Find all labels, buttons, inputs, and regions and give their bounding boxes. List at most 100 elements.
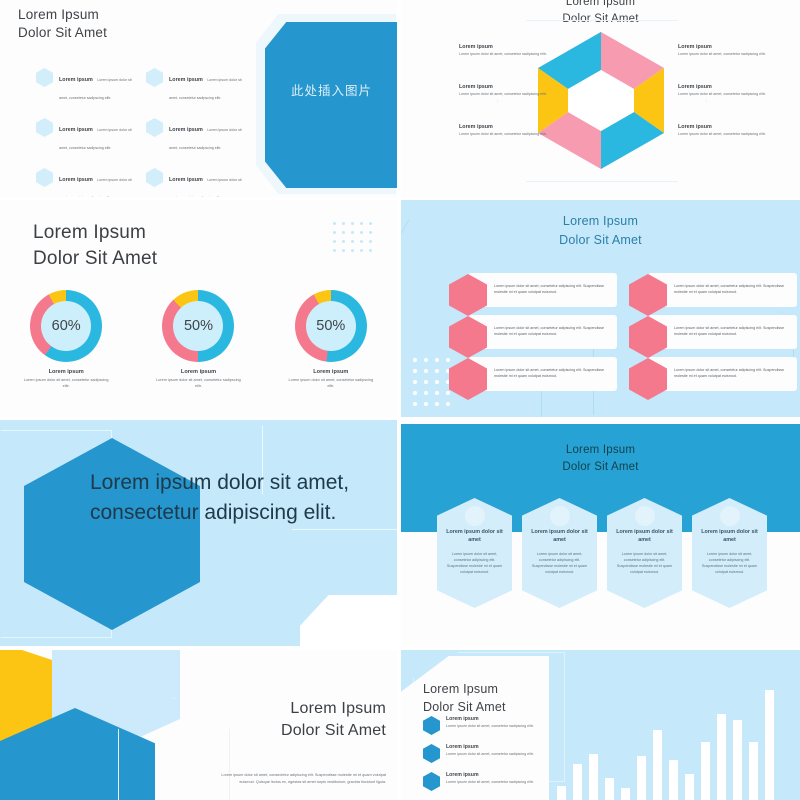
label-body: Lorem ipsum dolor sit amet, consetetur s…	[459, 132, 547, 136]
list-item-card[interactable]: Lorem ipsum dolor sit amet, consetetur a…	[648, 273, 797, 307]
list-item[interactable]: Lorem ipsum dolor sit amet, consetetur a…	[449, 314, 617, 358]
slide-6-title-line-2: Dolor Sit Amet	[562, 461, 639, 474]
wheel-label-left-2[interactable]: Lorem ipsum Lorem ipsum dolor sit amet, …	[459, 84, 555, 97]
wheel-segment-bottom-left	[538, 112, 601, 169]
slide-4-title-line-2: Dolor Sit Amet	[559, 232, 642, 247]
slide-7-body: Lorem ipsum dolor sit amet, consectetur …	[221, 773, 386, 784]
bar-12	[733, 720, 742, 800]
donut-chart[interactable]: 60% Lorem ipsum Lorem ipsum dolor sit am…	[20, 290, 112, 389]
list-item[interactable]: Lorem ipsum Lorem ipsum dolor sit amet, …	[423, 716, 545, 735]
list-item[interactable]: Lorem ipsum dolor sit amet, consetetur a…	[449, 356, 617, 400]
slide-6-four-pins[interactable]: Lorem Ipsum Dolor Sit Amet Lorem ipsum d…	[401, 420, 800, 646]
slide-2-hex-wheel[interactable]: Lorem Ipsum Dolor Sit Amet Lorem ipsum L…	[401, 0, 800, 197]
pin-card[interactable]: Lorem ipsum dolor sit amet Lorem ipsum d…	[692, 498, 767, 608]
wheel-core-hexagon	[568, 70, 634, 131]
slide-3-title: Lorem Ipsum Dolor Sit Amet	[33, 220, 157, 271]
list-item-body: Lorem ipsum dolor sit amet, consetetur a…	[674, 326, 785, 336]
image-placeholder-shape[interactable]	[265, 22, 397, 188]
pink-hex-grid: Lorem ipsum dolor sit amet, consetetur a…	[449, 272, 797, 400]
slide-7-section-cover[interactable]: Lorem Ipsum Dolor Sit Amet Lorem ipsum d…	[0, 650, 397, 800]
slide-5-quote[interactable]: Lorem ipsum dolor sit amet, consectetur …	[0, 420, 397, 646]
slide-3-donut-charts[interactable]: Lorem Ipsum Dolor Sit Amet 60% Lorem ips…	[0, 200, 397, 417]
slide-3-title-line-2: Dolor Sit Amet	[33, 247, 158, 269]
donut-chart[interactable]: 50% Lorem ipsum Lorem ipsum dolor sit am…	[285, 290, 377, 389]
bar-6	[637, 756, 646, 800]
bar-2	[573, 764, 582, 800]
circle-icon	[549, 506, 570, 526]
list-item[interactable]: Lorem ipsum Lorem ipsum dolor sit amet, …	[146, 168, 246, 197]
wheel-label-right-3[interactable]: Lorem ipsum Lorem ipsum dolor sit amet, …	[678, 124, 774, 137]
label-heading: Lorem ipsum	[459, 44, 493, 50]
list-item-card[interactable]: Lorem ipsum dolor sit amet, consetetur a…	[468, 357, 617, 391]
slide-8-title: Lorem Ipsum Dolor Sit Amet	[423, 680, 506, 716]
list-item-heading: Lorem ipsum	[446, 744, 479, 750]
pin-heading: Lorem ipsum dolor sit amet	[701, 529, 758, 544]
donut-hole: 50%	[305, 301, 356, 351]
pin-card[interactable]: Lorem ipsum dolor sit amet Lorem ipsum d…	[607, 498, 682, 608]
hexagon-icon	[449, 316, 487, 358]
bar-14	[765, 690, 774, 800]
list-item-card[interactable]: Lorem ipsum dolor sit amet, consetetur a…	[468, 315, 617, 349]
label-heading: Lorem ipsum	[678, 124, 712, 130]
list-item-body: Lorem ipsum dolor sit amet, consetetur s…	[446, 723, 534, 728]
bar-10	[701, 742, 710, 800]
list-item[interactable]: Lorem ipsum Lorem ipsum dolor sit amet, …	[146, 118, 246, 154]
list-item-heading: Lorem ipsum	[59, 177, 93, 183]
slide-8-list: Lorem ipsum Lorem ipsum dolor sit amet, …	[423, 716, 545, 791]
list-item[interactable]: Lorem ipsum dolor sit amet, consetetur a…	[449, 272, 617, 316]
pin-body: Lorem ipsum dolor sit amet, consetetur a…	[616, 552, 673, 574]
pin-row: Lorem ipsum dolor sit amet Lorem ipsum d…	[437, 498, 767, 608]
pin-heading: Lorem ipsum dolor sit amet	[446, 529, 503, 544]
slide-8-list-and-bar-chart[interactable]: Lorem Ipsum Dolor Sit Amet Lorem ipsum L…	[401, 650, 800, 800]
slide-4-pink-hex-list[interactable]: Lorem Ipsum Dolor Sit Amet Lorem ipsum d…	[401, 200, 800, 417]
list-item-body: Lorem ipsum dolor sit amet, consetetur a…	[674, 368, 785, 378]
list-item[interactable]: Lorem ipsum dolor sit amet, consetetur a…	[629, 314, 797, 358]
wheel-label-left-3[interactable]: Lorem ipsum Lorem ipsum dolor sit amet, …	[459, 124, 555, 137]
list-item[interactable]: Lorem ipsum dolor sit amet, consetetur a…	[629, 272, 797, 316]
list-item-body: Lorem ipsum dolor sit amet, consetetur s…	[169, 78, 242, 100]
slide-1-image-and-six-points[interactable]: Lorem Ipsum Dolor Sit Amet 此处插入图片 Lorem …	[0, 0, 397, 197]
label-body: Lorem ipsum dolor sit amet, consetetur s…	[678, 132, 766, 136]
hex-wheel-diagram	[536, 28, 666, 173]
hex-outline-decoration-right	[262, 420, 397, 530]
donut-ring-0: 60%	[30, 290, 103, 362]
slide-1-title-line-1: Lorem Ipsum	[18, 7, 99, 22]
pin-card[interactable]: Lorem ipsum dolor sit amet Lorem ipsum d…	[522, 498, 597, 608]
donut-chart[interactable]: 50% Lorem ipsum Lorem ipsum dolor sit am…	[152, 290, 244, 389]
slide-4-title-line-1: Lorem Ipsum	[562, 214, 639, 228]
pin-card[interactable]: Lorem ipsum dolor sit amet Lorem ipsum d…	[437, 498, 512, 608]
label-heading: Lorem ipsum	[459, 124, 493, 130]
list-item[interactable]: Lorem ipsum Lorem ipsum dolor sit amet, …	[36, 168, 136, 197]
wheel-segment-left	[538, 68, 568, 133]
list-item-body: Lorem ipsum dolor sit amet, consetetur a…	[494, 284, 605, 294]
donut-ring-2: 50%	[294, 290, 367, 362]
hexagon-icon	[36, 68, 53, 87]
label-body: Lorem ipsum dolor sit amet, consetetur s…	[459, 52, 547, 56]
list-item[interactable]: Lorem ipsum dolor sit amet, consetetur a…	[629, 356, 797, 400]
list-item[interactable]: Lorem ipsum Lorem ipsum dolor sit amet, …	[423, 772, 545, 791]
bar-1	[557, 786, 566, 800]
wheel-label-right-2[interactable]: Lorem ipsum Lorem ipsum dolor sit amet, …	[678, 84, 774, 97]
slide-6-title: Lorem Ipsum Dolor Sit Amet	[401, 442, 800, 477]
donut-caption-body: Lorem ipsum dolor sit amet, consetetur s…	[156, 378, 241, 388]
hex-wheel-svg	[538, 32, 664, 169]
list-item-heading: Lorem ipsum	[169, 127, 203, 133]
label-heading: Lorem ipsum	[678, 44, 712, 50]
wheel-label-right-1[interactable]: Lorem ipsum Lorem ipsum dolor sit amet, …	[678, 44, 774, 57]
list-item[interactable]: Lorem ipsum Lorem ipsum dolor sit amet, …	[36, 118, 136, 154]
connector-line-decoration	[401, 220, 470, 280]
list-item-body: Lorem ipsum dolor sit amet, consetetur s…	[59, 128, 132, 150]
list-item[interactable]: Lorem ipsum Lorem ipsum dolor sit amet, …	[146, 68, 246, 104]
bar-13	[749, 742, 758, 800]
list-item-card[interactable]: Lorem ipsum dolor sit amet, consetetur a…	[468, 273, 617, 307]
list-item[interactable]: Lorem ipsum Lorem ipsum dolor sit amet, …	[423, 744, 545, 763]
list-item-body: Lorem ipsum dolor sit amet, consetetur s…	[446, 779, 534, 784]
list-item-card[interactable]: Lorem ipsum dolor sit amet, consetetur a…	[648, 315, 797, 349]
slide-8-title-line-1: Lorem Ipsum	[423, 682, 499, 696]
list-item-card[interactable]: Lorem ipsum dolor sit amet, consetetur a…	[648, 357, 797, 391]
list-item-body: Lorem ipsum dolor sit amet, consetetur a…	[494, 368, 605, 378]
label-heading: Lorem ipsum	[678, 84, 712, 90]
list-item[interactable]: Lorem ipsum Lorem ipsum dolor sit amet, …	[36, 68, 136, 104]
wheel-label-left-1[interactable]: Lorem ipsum Lorem ipsum dolor sit amet, …	[459, 44, 555, 57]
